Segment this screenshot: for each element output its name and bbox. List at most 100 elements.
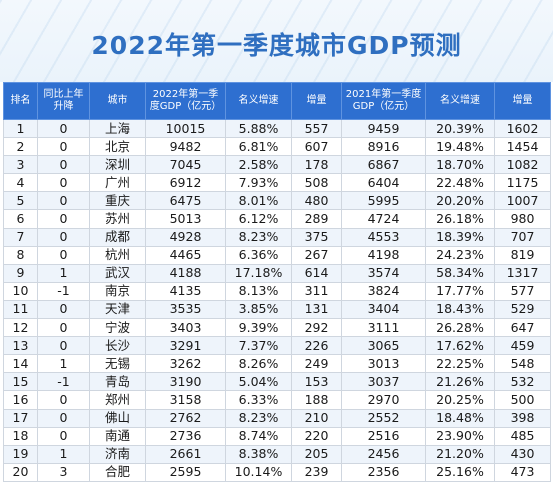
cell-growth-2022: 8.38%	[225, 444, 292, 464]
cell-growth-2021: 25.16%	[425, 462, 495, 482]
header-change: 同比上年升降	[37, 82, 90, 120]
cell-growth-2021: 17.77%	[425, 281, 495, 301]
table-body: 1 0 上海 10015 5.88% 557 9459 20.39% 1602 2 0 北京 9482 6…	[3, 118, 551, 482]
cell-increment-2021: 473	[494, 462, 551, 482]
cell-gdp-2022: 7045	[145, 155, 226, 175]
cell-gdp-2022: 2762	[145, 408, 226, 428]
cell-increment-2022: 480	[291, 191, 342, 211]
cell-increment-2022: 210	[291, 408, 342, 428]
cell-increment-2022: 249	[291, 354, 342, 374]
cell-gdp-2022: 4465	[145, 245, 226, 265]
cell-change: 0	[37, 390, 90, 410]
cell-rank: 17	[3, 408, 38, 428]
cell-growth-2021: 18.43%	[425, 299, 495, 320]
cell-increment-2021: 819	[494, 245, 551, 265]
cell-growth-2022: 7.93%	[225, 173, 292, 193]
cell-rank: 8	[3, 245, 38, 265]
cell-increment-2021: 500	[494, 390, 551, 410]
cell-rank: 19	[3, 444, 38, 464]
cell-city: 青岛	[89, 372, 146, 392]
header-increment-2021: 增量	[494, 82, 551, 120]
gdp-table: 排名 同比上年升降 城市 2022年第一季度GDP（亿元） 名义增速 增量 20…	[3, 82, 551, 482]
cell-gdp-2021: 2970	[341, 390, 426, 410]
cell-city: 济南	[89, 444, 146, 464]
cell-growth-2022: 8.13%	[225, 281, 292, 301]
table-row: 18 0 南通 2736 8.74% 220 2516 23.90% 485	[3, 426, 551, 446]
cell-gdp-2022: 10015	[145, 118, 226, 139]
header-growth-2021: 名义增速	[425, 82, 495, 120]
cell-change: -1	[37, 281, 90, 301]
cell-growth-2022: 6.33%	[225, 390, 292, 410]
cell-change: 0	[37, 245, 90, 265]
cell-gdp-2022: 4928	[145, 227, 226, 247]
cell-increment-2021: 532	[494, 372, 551, 392]
cell-change: 0	[37, 227, 90, 247]
cell-gdp-2022: 6475	[145, 191, 226, 211]
cell-city: 重庆	[89, 191, 146, 211]
header-growth-2022: 名义增速	[225, 82, 292, 120]
cell-change: 0	[37, 173, 90, 193]
table-header-row: 排名 同比上年升降 城市 2022年第一季度GDP（亿元） 名义增速 增量 20…	[3, 82, 551, 120]
cell-growth-2021: 17.62%	[425, 336, 495, 356]
cell-increment-2021: 1082	[494, 155, 551, 175]
cell-gdp-2022: 3190	[145, 372, 226, 392]
cell-growth-2021: 20.25%	[425, 390, 495, 410]
table-row: 9 1 武汉 4188 17.18% 614 3574 58.34% 1317	[3, 263, 551, 283]
cell-growth-2022: 8.23%	[225, 227, 292, 247]
header-gdp-2022: 2022年第一季度GDP（亿元）	[145, 82, 226, 120]
cell-increment-2022: 220	[291, 426, 342, 446]
cell-gdp-2022: 3535	[145, 299, 226, 320]
cell-gdp-2022: 2595	[145, 462, 226, 482]
cell-change: 3	[37, 462, 90, 482]
cell-growth-2022: 6.12%	[225, 209, 292, 229]
table-row: 19 1 济南 2661 8.38% 205 2456 21.20% 430	[3, 444, 551, 464]
cell-growth-2022: 2.58%	[225, 155, 292, 175]
cell-rank: 12	[3, 318, 38, 338]
cell-growth-2021: 21.26%	[425, 372, 495, 392]
cell-gdp-2022: 5013	[145, 209, 226, 229]
table-row: 15 -1 青岛 3190 5.04% 153 3037 21.26% 532	[3, 372, 551, 392]
cell-growth-2021: 18.39%	[425, 227, 495, 247]
cell-gdp-2022: 4135	[145, 281, 226, 301]
table-row: 11 0 天津 3535 3.85% 131 3404 18.43% 529	[3, 299, 551, 320]
header-city: 城市	[89, 82, 146, 120]
cell-city: 长沙	[89, 336, 146, 356]
cell-change: 0	[37, 155, 90, 175]
cell-growth-2022: 8.01%	[225, 191, 292, 211]
cell-growth-2021: 18.48%	[425, 408, 495, 428]
cell-increment-2021: 548	[494, 354, 551, 374]
cell-increment-2021: 1602	[494, 118, 551, 139]
cell-increment-2022: 607	[291, 137, 342, 157]
cell-city: 苏州	[89, 209, 146, 229]
cell-gdp-2022: 9482	[145, 137, 226, 157]
cell-change: -1	[37, 372, 90, 392]
cell-rank: 5	[3, 191, 38, 211]
cell-change: 1	[37, 263, 90, 283]
cell-rank: 10	[3, 281, 38, 301]
cell-gdp-2022: 3403	[145, 318, 226, 338]
cell-growth-2021: 23.90%	[425, 426, 495, 446]
cell-growth-2022: 5.04%	[225, 372, 292, 392]
cell-gdp-2022: 2736	[145, 426, 226, 446]
cell-rank: 1	[3, 118, 38, 139]
cell-city: 南通	[89, 426, 146, 446]
cell-growth-2021: 26.28%	[425, 318, 495, 338]
cell-increment-2022: 508	[291, 173, 342, 193]
cell-rank: 3	[3, 155, 38, 175]
cell-city: 合肥	[89, 462, 146, 482]
cell-gdp-2022: 3291	[145, 336, 226, 356]
cell-gdp-2021: 2356	[341, 462, 426, 482]
cell-increment-2022: 188	[291, 390, 342, 410]
cell-gdp-2021: 4198	[341, 245, 426, 265]
cell-increment-2022: 178	[291, 155, 342, 175]
cell-growth-2021: 19.48%	[425, 137, 495, 157]
table-row: 7 0 成都 4928 8.23% 375 4553 18.39% 707	[3, 227, 551, 247]
cell-gdp-2021: 5995	[341, 191, 426, 211]
cell-rank: 6	[3, 209, 38, 229]
cell-gdp-2021: 6867	[341, 155, 426, 175]
cell-rank: 15	[3, 372, 38, 392]
cell-growth-2022: 9.39%	[225, 318, 292, 338]
cell-rank: 11	[3, 299, 38, 320]
cell-change: 0	[37, 318, 90, 338]
